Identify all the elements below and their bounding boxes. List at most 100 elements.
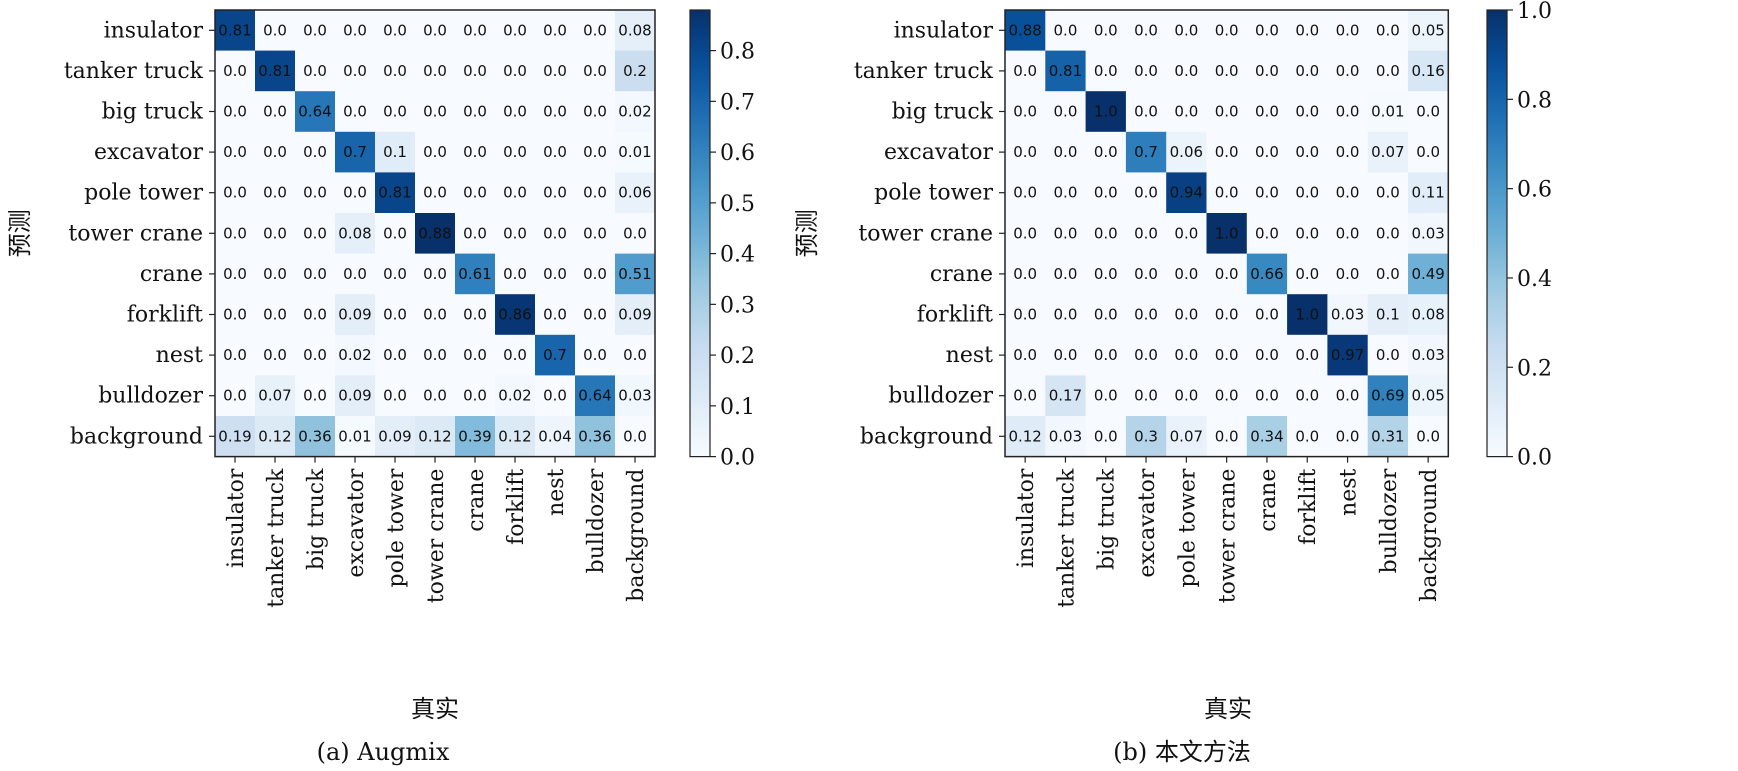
heatmap-cell — [1085, 334, 1127, 376]
heatmap-cell — [415, 213, 456, 255]
cell-value: 0.0 — [1215, 427, 1239, 445]
cell-value: 0.0 — [1255, 306, 1279, 324]
heatmap-cell — [1287, 172, 1328, 214]
cell-value: 0.0 — [583, 265, 607, 283]
cell-value: 0.0 — [1376, 184, 1400, 202]
heatmap-cell — [535, 375, 576, 417]
heatmap-cell — [1005, 334, 1046, 376]
heatmap-cell — [1246, 50, 1288, 92]
heatmap-cell — [1045, 50, 1087, 92]
cell-value: 0.0 — [543, 103, 567, 121]
cell-value: 0.0 — [1376, 265, 1400, 283]
cell-value: 0.0 — [1174, 21, 1198, 39]
heatmap-cell — [1045, 10, 1087, 52]
heatmap-cell — [1005, 131, 1046, 173]
x-tick-label: insulator — [1014, 468, 1039, 568]
heatmap-cell — [1367, 294, 1409, 336]
cell-value: 0.0 — [223, 143, 247, 161]
heatmap-cell — [1408, 334, 1449, 376]
heatmap-cell — [535, 91, 576, 133]
cell-value: 0.0 — [1295, 387, 1319, 405]
cell-value: 1.0 — [1215, 224, 1239, 242]
cell-value: 0.0 — [1215, 103, 1239, 121]
cell-value: 0.0 — [263, 21, 287, 39]
cell-value: 0.0 — [423, 306, 447, 324]
heatmap-cell — [455, 50, 496, 92]
heatmap-cell — [1166, 131, 1207, 173]
y-tick-label: insulator — [894, 18, 994, 43]
heatmap-cell — [415, 91, 456, 133]
x-tick-label: forklift — [504, 468, 529, 544]
cell-value: 0.0 — [223, 387, 247, 405]
cell-value: 0.0 — [383, 62, 407, 80]
heatmap-cell — [255, 375, 296, 417]
heatmap-cell — [1005, 416, 1046, 458]
cell-value: 0.0 — [1376, 224, 1400, 242]
cell-value: 0.01 — [1371, 103, 1404, 121]
cell-value: 0.03 — [1411, 346, 1444, 364]
heatmap-cell — [495, 131, 536, 173]
heatmap-cell — [535, 334, 576, 376]
heatmap-cell — [455, 253, 496, 295]
heatmap-cell — [615, 253, 656, 295]
cell-value: 0.0 — [1376, 62, 1400, 80]
cell-value: 0.0 — [1255, 143, 1279, 161]
heatmap-cell — [335, 375, 376, 417]
cell-value: 0.0 — [1295, 103, 1319, 121]
x-tick-label: insulator — [224, 468, 249, 568]
cell-value: 0.0 — [303, 265, 327, 283]
heatmap-cell — [1327, 294, 1369, 336]
cell-value: 0.04 — [538, 427, 571, 445]
heatmap-cell — [1287, 375, 1328, 417]
cell-value: 0.17 — [1049, 387, 1082, 405]
heatmap-cell — [615, 375, 656, 417]
x-axis-title: 真实 — [1204, 695, 1252, 723]
cell-value: 0.88 — [1008, 21, 1041, 39]
cell-value: 0.0 — [1094, 387, 1118, 405]
heatmap-cell — [295, 131, 336, 173]
cell-value: 0.0 — [303, 387, 327, 405]
x-tick-label: tanker truck — [264, 468, 289, 608]
heatmap-cell — [575, 213, 616, 255]
cell-value: 0.0 — [423, 62, 447, 80]
cell-value: 0.12 — [418, 427, 451, 445]
cell-value: 0.0 — [223, 265, 247, 283]
heatmap-cell — [1367, 50, 1409, 92]
heatmap-cell — [455, 91, 496, 133]
cell-value: 0.0 — [543, 265, 567, 283]
heatmap-cell — [335, 50, 376, 92]
cell-value: 0.0 — [1134, 103, 1158, 121]
heatmap-cell — [1246, 253, 1288, 295]
cell-value: 0.81 — [1049, 62, 1082, 80]
cell-value: 0.0 — [343, 103, 367, 121]
heatmap-cell — [1206, 50, 1248, 92]
cell-value: 0.0 — [1376, 21, 1400, 39]
heatmap-cell — [1125, 253, 1167, 295]
heatmap-cell — [1367, 10, 1409, 52]
y-tick-label: crane — [930, 262, 993, 287]
cell-value: 0.0 — [583, 21, 607, 39]
cell-value: 0.11 — [1411, 184, 1444, 202]
cell-value: 0.0 — [1215, 143, 1239, 161]
cell-value: 0.0 — [1094, 184, 1118, 202]
cell-value: 0.0 — [1295, 224, 1319, 242]
heatmap-cell — [1367, 172, 1409, 214]
y-tick-label: forklift — [127, 303, 203, 328]
cell-value: 0.0 — [1416, 427, 1440, 445]
heatmap-cell — [1206, 294, 1248, 336]
heatmap-cell — [455, 10, 496, 52]
cell-value: 0.0 — [1134, 21, 1158, 39]
cell-value: 0.0 — [583, 62, 607, 80]
cell-value: 0.0 — [343, 184, 367, 202]
cell-value: 0.0 — [1215, 306, 1239, 324]
heatmap-cell — [295, 172, 336, 214]
cell-value: 0.0 — [463, 143, 487, 161]
y-tick-label: background — [860, 424, 993, 449]
cell-value: 0.0 — [303, 306, 327, 324]
cell-value: 0.0 — [623, 427, 647, 445]
heatmap-cell — [415, 253, 456, 295]
heatmap-cell — [1166, 10, 1207, 52]
cell-value: 0.0 — [1336, 387, 1360, 405]
heatmap-cell — [295, 375, 336, 417]
y-tick-label: tanker truck — [854, 59, 994, 84]
